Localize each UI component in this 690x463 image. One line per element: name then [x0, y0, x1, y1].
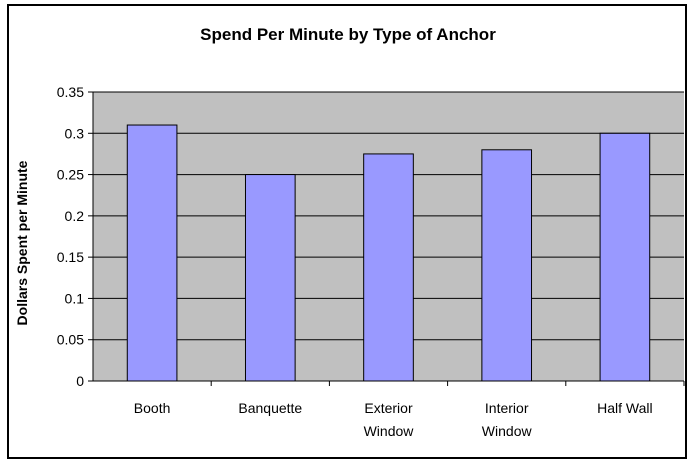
- x-tick-label: Half Wall: [597, 400, 653, 416]
- x-tick-label: Booth: [134, 400, 171, 416]
- x-tick-label: Window: [482, 423, 533, 439]
- x-tick-label: Interior: [485, 400, 529, 416]
- bar: [599, 132, 651, 382]
- y-tick-label: 0.35: [57, 84, 84, 100]
- bar: [363, 153, 414, 382]
- bar: [481, 149, 533, 382]
- x-tick-label: Banquette: [238, 400, 302, 416]
- y-tick-label: 0.1: [65, 290, 85, 306]
- x-tick-label: Window: [364, 423, 415, 439]
- y-tick-label: 0.3: [65, 125, 85, 141]
- bar: [126, 124, 178, 382]
- x-tick-label: Exterior: [364, 400, 413, 416]
- plot-area: 0 0.05 0.1 0.15 0.2 0.25 0.3 0.35 Booth Banquette…: [57, 84, 685, 439]
- y-tick-label: 0.2: [65, 208, 85, 224]
- y-tick-label: 0.25: [57, 167, 84, 183]
- y-axis-label: Dollars Spent per Minute: [14, 160, 30, 325]
- y-tick-label: 0: [76, 373, 84, 389]
- y-tick-label: 0.15: [57, 249, 84, 265]
- y-tick-label: 0.05: [57, 332, 84, 348]
- chart-title: Spend Per Minute by Type of Anchor: [200, 25, 496, 44]
- bar: [244, 174, 296, 382]
